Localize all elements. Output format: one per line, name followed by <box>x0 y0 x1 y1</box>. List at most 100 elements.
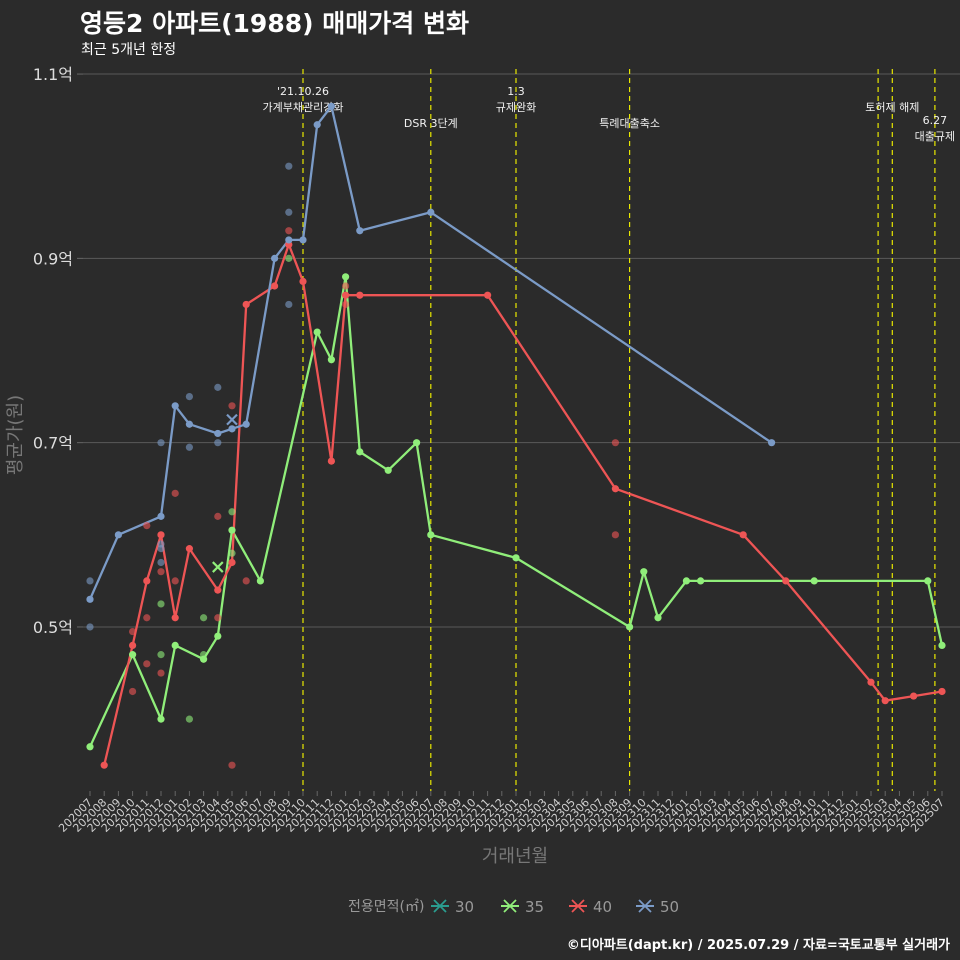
scatter-point-31 <box>285 162 293 170</box>
series-point-35-0 <box>86 743 94 751</box>
scatter-point-38 <box>611 439 620 447</box>
scatter-point-16 <box>171 577 179 585</box>
scatter-point-29 <box>228 761 236 769</box>
scatter-point-14 <box>157 669 165 677</box>
series-point-50-7 <box>242 420 250 428</box>
series-point-40-17 <box>739 531 747 539</box>
event-label-6-0: 6.27 <box>923 114 948 127</box>
y-tick-label-0: 0.5억 <box>33 618 73 637</box>
scatter-point-1 <box>86 623 94 631</box>
series-line-50 <box>88 105 773 600</box>
event-label-2-1: 규제완화 <box>496 101 536 114</box>
series-point-40-18 <box>782 577 790 585</box>
event-label-3-0: 특례대출축소 <box>599 117 660 130</box>
series-point-35-17 <box>640 568 648 576</box>
series-point-40-7 <box>228 558 236 567</box>
chart-subtitle: 최근 5개년 한정 <box>81 42 177 58</box>
series-point-40-1 <box>129 641 137 650</box>
series-point-40-21 <box>910 692 918 700</box>
y-axis-label: 평균가(원) <box>5 395 26 475</box>
series-point-40-9 <box>271 282 279 290</box>
y-tick-label-1: 0.7억 <box>33 434 73 453</box>
scatter-point-4 <box>143 522 151 530</box>
series-point-35-3 <box>171 641 179 650</box>
series-point-35-11 <box>356 448 364 456</box>
scatter-point-9 <box>157 540 165 548</box>
cross-marker-1 <box>226 413 238 426</box>
source-caption: ©디아파트(dapt.kr) / 2025.07.29 / 자료=국토교통부 실… <box>566 938 950 953</box>
series-point-50-10 <box>299 236 307 244</box>
event-label-6-1: 대출규제 <box>915 130 955 143</box>
y-axis: 0.5억 0.7억 0.9억 1.1억 <box>33 65 83 637</box>
series-point-35-22 <box>924 577 932 585</box>
series-point-40-2 <box>143 577 151 585</box>
scatter-point-6 <box>143 660 151 668</box>
series-point-35-7 <box>256 577 264 585</box>
series-point-50-15 <box>768 439 776 447</box>
legend-item-35: 35 <box>501 898 544 916</box>
series-point-35-14 <box>427 531 435 539</box>
series-point-40-13 <box>342 291 350 299</box>
scatter-point-28 <box>228 549 236 557</box>
scatter-point-17 <box>185 392 193 401</box>
scatter-point-12 <box>157 600 165 608</box>
series-point-50-0 <box>86 595 94 603</box>
series-point-40-14 <box>356 291 364 299</box>
series-point-40-20 <box>881 697 889 705</box>
legend-item-40: 40 <box>569 898 612 916</box>
series-point-35-16 <box>626 623 634 631</box>
y-tick-label-3: 1.1억 <box>33 65 73 84</box>
series-point-40-19 <box>867 678 875 686</box>
scatter-point-37 <box>342 300 350 309</box>
scatter-point-30 <box>242 577 250 585</box>
scatter-point-32 <box>285 208 293 216</box>
scatter-point-11 <box>157 568 165 576</box>
scatter-point-2 <box>129 627 137 636</box>
series-point-35-15 <box>512 554 520 562</box>
scatter-point-20 <box>200 614 208 622</box>
scatter-point-3 <box>129 687 137 696</box>
series-point-50-6 <box>228 425 236 433</box>
series-point-35-23 <box>938 641 946 650</box>
series-point-35-21 <box>810 577 818 585</box>
event-label-2-0: 1.3 <box>507 85 525 98</box>
series-point-40-4 <box>171 614 179 622</box>
series-point-50-8 <box>271 254 279 262</box>
scatter-point-36 <box>342 282 350 290</box>
chart-title: 영등2 아파트(1988) 매매가격 변화 <box>80 9 469 38</box>
scatter-point-26 <box>228 402 236 410</box>
series-point-35-5 <box>214 632 222 640</box>
series-point-50-12 <box>327 102 335 110</box>
scatter-point-5 <box>143 614 151 622</box>
series-point-50-11 <box>313 121 321 129</box>
grid-lines <box>83 73 960 628</box>
series-point-35-8 <box>313 328 321 336</box>
legend-label-30: 30 <box>455 898 474 916</box>
series-point-35-12 <box>384 466 392 474</box>
scatter-point-27 <box>228 508 236 516</box>
legend-label-35: 35 <box>525 898 544 916</box>
series-point-40-16 <box>611 485 620 493</box>
series-point-40-12 <box>327 457 335 465</box>
series-point-40-22 <box>938 687 946 696</box>
event-label-0-1: 가계부채관리강화 <box>263 101 344 114</box>
scatter-point-33 <box>285 227 293 235</box>
series-point-50-14 <box>427 208 435 216</box>
scatter-point-39 <box>611 531 620 539</box>
series-line-40 <box>103 243 943 766</box>
legend: 전용면적(㎡) 30 35 40 50 <box>348 898 679 916</box>
series-point-50-3 <box>171 402 179 410</box>
series-point-35-2 <box>157 715 165 723</box>
series-point-35-18 <box>654 614 662 622</box>
series-point-35-19 <box>682 577 691 585</box>
series-point-50-9 <box>285 236 293 244</box>
scatter-point-10 <box>157 558 165 567</box>
scatter-point-24 <box>214 512 222 520</box>
scatter-point-35 <box>285 300 293 309</box>
y-tick-label-2: 0.9억 <box>33 249 73 268</box>
legend-item-30: 30 <box>431 898 474 916</box>
series-point-40-15 <box>484 291 492 299</box>
scatter-point-22 <box>214 383 222 391</box>
legend-item-50: 50 <box>636 898 679 916</box>
